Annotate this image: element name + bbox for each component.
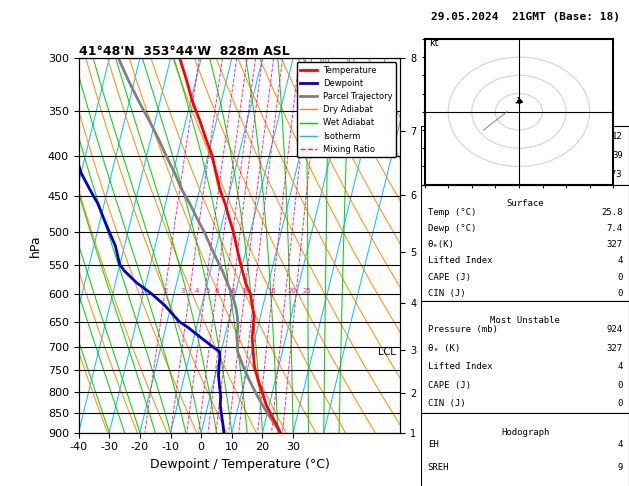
- Text: 924: 924: [606, 326, 623, 334]
- Text: 3: 3: [181, 288, 186, 295]
- Text: kt: kt: [430, 38, 439, 48]
- Text: 4: 4: [618, 256, 623, 265]
- Text: 327: 327: [606, 344, 623, 353]
- Text: θₑ (K): θₑ (K): [428, 344, 460, 353]
- Text: Surface: Surface: [506, 199, 544, 208]
- Text: 15: 15: [267, 288, 276, 295]
- Text: CIN (J): CIN (J): [428, 399, 465, 408]
- Text: θₑ(K): θₑ(K): [428, 240, 455, 249]
- Bar: [421, 413, 629, 486]
- Text: 4: 4: [618, 439, 623, 449]
- Text: 2: 2: [164, 288, 169, 295]
- Text: 9: 9: [618, 463, 623, 472]
- Text: 6: 6: [214, 288, 219, 295]
- Y-axis label: Mixing Ratio (g/kg): Mixing Ratio (g/kg): [422, 199, 432, 292]
- Text: SREH: SREH: [428, 463, 449, 472]
- Text: 4: 4: [618, 363, 623, 371]
- Text: 0: 0: [618, 381, 623, 390]
- Text: 4: 4: [194, 288, 199, 295]
- Text: CAPE (J): CAPE (J): [428, 381, 470, 390]
- Text: 29.05.2024  21GMT (Base: 18): 29.05.2024 21GMT (Base: 18): [431, 12, 620, 22]
- Text: 8: 8: [230, 288, 235, 295]
- Text: 25.8: 25.8: [601, 208, 623, 217]
- Bar: [421, 301, 629, 413]
- Text: Temp (°C): Temp (°C): [428, 208, 476, 217]
- Text: 25: 25: [303, 288, 311, 295]
- Text: 10: 10: [242, 288, 250, 295]
- Bar: [421, 126, 629, 185]
- Text: 0: 0: [618, 399, 623, 408]
- Text: Totals Totals: Totals Totals: [428, 151, 498, 160]
- Text: LCL: LCL: [378, 347, 396, 357]
- Text: Lifted Index: Lifted Index: [428, 256, 492, 265]
- Text: 0: 0: [618, 289, 623, 298]
- Text: CAPE (J): CAPE (J): [428, 273, 470, 281]
- Text: 20: 20: [287, 288, 296, 295]
- Text: 5: 5: [205, 288, 209, 295]
- Text: Hodograph: Hodograph: [501, 428, 549, 437]
- Text: 1.73: 1.73: [601, 171, 623, 179]
- Y-axis label: hPa: hPa: [29, 234, 42, 257]
- Text: K: K: [428, 132, 433, 140]
- Text: 39: 39: [612, 151, 623, 160]
- Text: 12: 12: [612, 132, 623, 140]
- Text: Most Unstable: Most Unstable: [490, 316, 560, 325]
- Text: 327: 327: [606, 240, 623, 249]
- Text: EH: EH: [428, 439, 438, 449]
- Text: 0: 0: [618, 273, 623, 281]
- Bar: [421, 185, 629, 301]
- Text: 7.4: 7.4: [606, 224, 623, 233]
- Text: Pressure (mb): Pressure (mb): [428, 326, 498, 334]
- Legend: Temperature, Dewpoint, Parcel Trajectory, Dry Adiabat, Wet Adiabat, Isotherm, Mi: Temperature, Dewpoint, Parcel Trajectory…: [297, 63, 396, 157]
- X-axis label: Dewpoint / Temperature (°C): Dewpoint / Temperature (°C): [150, 458, 330, 471]
- Text: CIN (J): CIN (J): [428, 289, 465, 298]
- Text: PW (cm): PW (cm): [428, 171, 465, 179]
- Text: 41°48'N  353°44'W  828m ASL: 41°48'N 353°44'W 828m ASL: [79, 45, 289, 58]
- Text: Dewp (°C): Dewp (°C): [428, 224, 476, 233]
- Text: Lifted Index: Lifted Index: [428, 363, 492, 371]
- Text: 1: 1: [140, 288, 144, 295]
